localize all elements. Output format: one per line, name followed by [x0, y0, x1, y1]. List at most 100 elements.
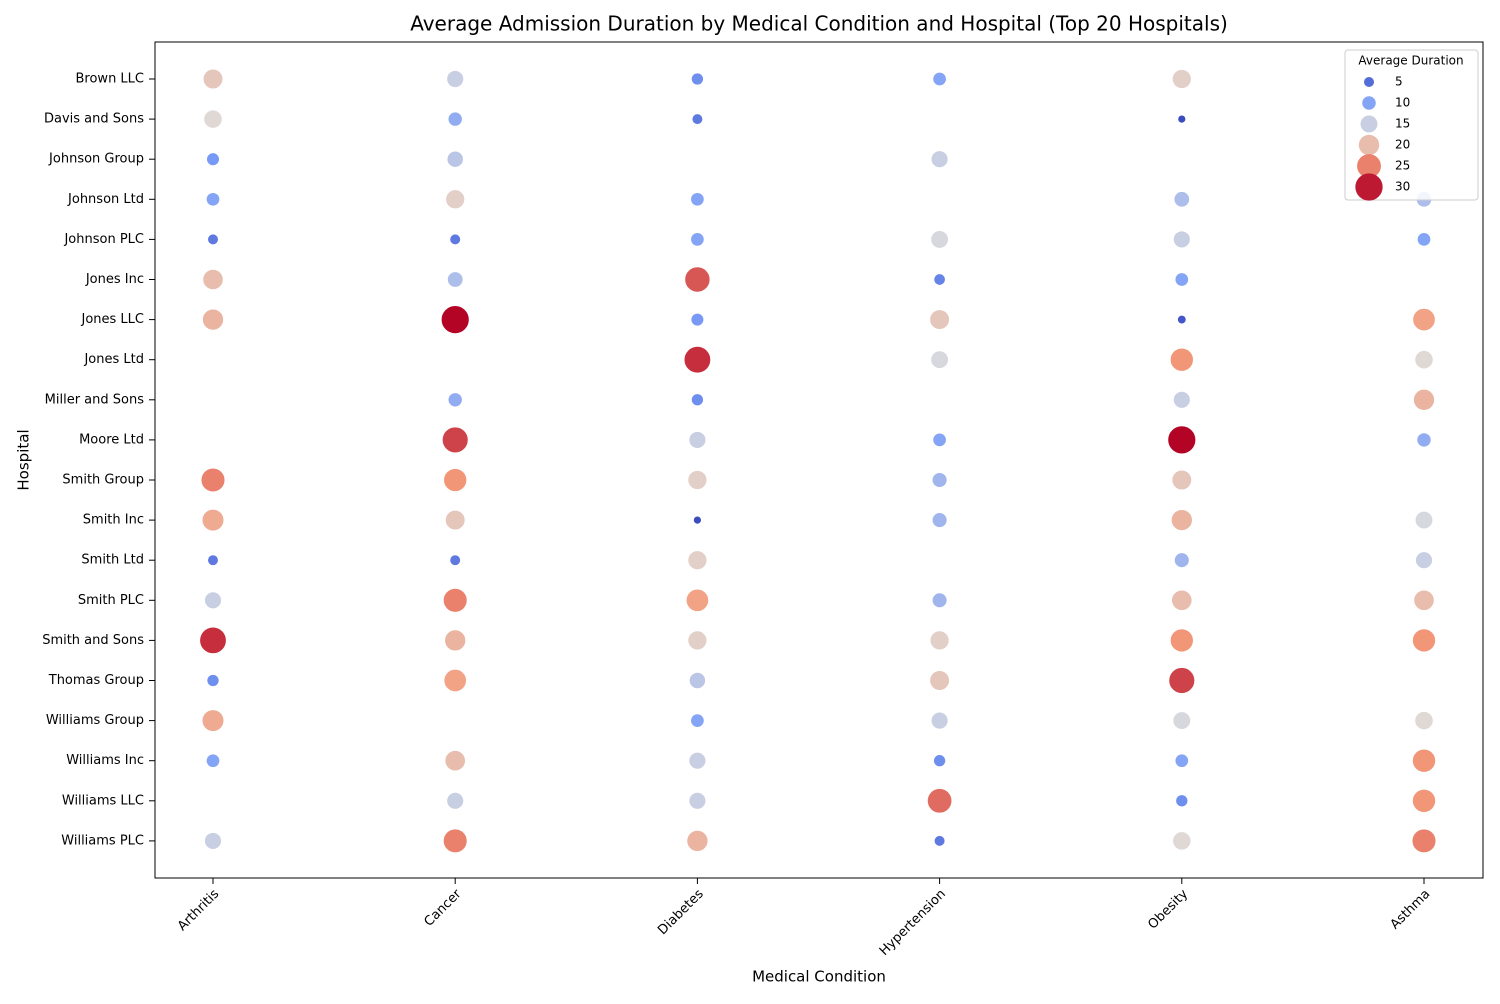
bubble [1175, 794, 1189, 808]
legend-label: 20 [1395, 138, 1410, 152]
bubble [1412, 788, 1436, 813]
bubble [445, 189, 466, 210]
bubble [206, 674, 220, 687]
legend-marker [1357, 154, 1381, 178]
bubble [1170, 509, 1193, 532]
bubble [688, 431, 707, 449]
bubble [690, 713, 705, 728]
bubble [1174, 753, 1189, 768]
bubble [202, 268, 224, 291]
y-tick-label: Smith PLC [78, 593, 144, 608]
bubble [690, 393, 704, 407]
bubble [686, 829, 709, 852]
bubble [684, 266, 711, 293]
legend-title: Average Duration [1358, 54, 1463, 68]
bubble [202, 308, 224, 331]
bubble [1177, 314, 1187, 325]
bubble [687, 630, 708, 651]
y-tick-label: Williams Group [46, 713, 144, 728]
x-tick-label: Asthma [1388, 887, 1434, 933]
y-tick-label: Miller and Sons [45, 392, 145, 407]
y-tick-label: Thomas Group [48, 673, 144, 688]
y-tick-label: Brown LLC [76, 72, 145, 87]
bubble [690, 72, 704, 86]
bubble [1415, 551, 1433, 570]
bubble [1416, 432, 1432, 448]
legend-label: 5 [1395, 75, 1403, 89]
bubble [1412, 628, 1436, 653]
x-tick-label: Cancer [422, 886, 465, 929]
bubble [690, 312, 705, 327]
y-tick-label: Williams PLC [61, 833, 144, 848]
bubble [688, 791, 707, 810]
x-tick-label: Arthritis [175, 887, 223, 935]
bubble [1412, 748, 1436, 773]
legend-marker [1358, 134, 1380, 156]
legend-label: 15 [1395, 117, 1410, 131]
bubble [683, 345, 712, 374]
bubble [444, 629, 467, 652]
bubble [1177, 114, 1187, 124]
bubble [1412, 307, 1436, 332]
bubble [1413, 388, 1435, 411]
bubble [1414, 350, 1434, 370]
x-tick-label: Obesity [1145, 886, 1191, 932]
bubble [926, 788, 953, 814]
bubble [206, 152, 220, 167]
bubble [1413, 589, 1435, 611]
bubble [1173, 552, 1190, 569]
bubble [1172, 230, 1191, 249]
bubble [1171, 469, 1193, 491]
bubble [933, 754, 947, 768]
bubble [931, 592, 948, 609]
bubble [446, 150, 464, 168]
bubble [205, 753, 221, 768]
legend-marker [1362, 96, 1376, 110]
bubble [449, 233, 461, 246]
legend-marker [1363, 76, 1375, 88]
bubble [1411, 828, 1437, 854]
legend-label: 25 [1395, 159, 1410, 173]
bubble [1167, 425, 1197, 455]
bubble [1416, 232, 1432, 247]
bubble [1172, 390, 1191, 409]
bubble [1173, 191, 1190, 208]
bubble [443, 668, 467, 693]
bubble [1174, 272, 1189, 287]
bubble [687, 470, 708, 490]
y-tick-label: Johnson Ltd [67, 192, 144, 207]
chart-title: Average Admission Duration by Medical Co… [410, 12, 1228, 36]
bubble [690, 192, 705, 207]
bubble [933, 273, 946, 286]
bubble [691, 113, 704, 125]
bubble [204, 832, 222, 850]
bubble [201, 508, 225, 532]
bubble [1169, 628, 1194, 653]
bubble [447, 271, 464, 288]
bubble [932, 432, 947, 448]
bubble [1172, 711, 1192, 730]
bubble [1414, 711, 1434, 731]
y-tick-label: Jones Inc [85, 272, 144, 287]
x-axis-label: Medical Condition [752, 968, 886, 986]
bubble [931, 472, 948, 488]
legend-label: 10 [1395, 96, 1410, 110]
bubble [688, 671, 706, 690]
bubble [446, 791, 465, 810]
y-tick-label: Johnson PLC [63, 232, 144, 247]
bubble [203, 109, 223, 129]
y-tick-label: Johnson Group [48, 152, 144, 167]
y-tick-label: Smith Inc [83, 513, 144, 528]
bubble [1168, 667, 1196, 694]
y-tick-label: Smith Ltd [81, 553, 144, 568]
bubble [444, 509, 466, 531]
y-tick-label: Jones Ltd [83, 352, 144, 367]
y-tick-label: Moore Ltd [79, 432, 144, 447]
bubble [205, 192, 221, 207]
bubble [685, 588, 710, 612]
y-tick-label: Smith Group [62, 473, 144, 488]
bubble [1414, 510, 1434, 530]
bubble [204, 591, 222, 610]
bubble [1171, 69, 1192, 89]
bubble [930, 230, 949, 249]
